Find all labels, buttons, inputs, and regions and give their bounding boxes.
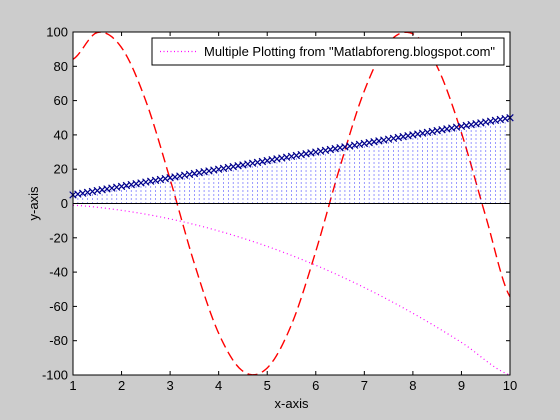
x-axis-label: x-axis — [275, 396, 309, 411]
x-tick-label: 5 — [264, 378, 271, 393]
x-tick-label: 3 — [166, 378, 173, 393]
y-tick-label: 80 — [54, 59, 68, 74]
series-2 — [72, 31, 511, 376]
y-tick-label: 60 — [54, 93, 68, 108]
y-tick-label: -40 — [49, 265, 68, 280]
axes: 1 2 3 4 5 6 7 8 9 10 100 80 60 40 20 0 -20 -40 -60 -80 -100 — [42, 25, 517, 394]
y-tick-label: 0 — [61, 196, 68, 211]
series-4 — [69, 114, 514, 199]
legend-box — [151, 37, 505, 66]
x-tick-label: 2 — [118, 378, 125, 393]
x-tick-label: 8 — [409, 378, 416, 393]
y-tick-label: 40 — [54, 127, 68, 142]
x-tick-label: 4 — [215, 378, 222, 393]
x-tick-label: 1 — [69, 378, 76, 393]
y-tick-label: -80 — [49, 333, 68, 348]
data-marks — [69, 31, 514, 376]
x-tick-label: 6 — [312, 378, 319, 393]
y-tick-label: 100 — [46, 25, 68, 40]
x-tick-label: 10 — [503, 378, 517, 393]
x-tick-label: 7 — [361, 378, 368, 393]
y-tick-label: -20 — [49, 230, 68, 245]
dashed-line — [72, 31, 511, 376]
series-3 — [72, 117, 511, 204]
legend-entry-label: Multiple Plotting from "Matlabforeng.blo… — [204, 44, 495, 59]
y-tick-label: 20 — [54, 162, 68, 177]
y-axis-label: y-axis — [26, 186, 41, 220]
x-tick-label: 9 — [458, 378, 465, 393]
y-tick-label: -100 — [42, 368, 68, 383]
y-tick-label: -60 — [49, 299, 68, 314]
legend: Multiple Plotting from "Matlabforeng.blo… — [151, 37, 505, 66]
